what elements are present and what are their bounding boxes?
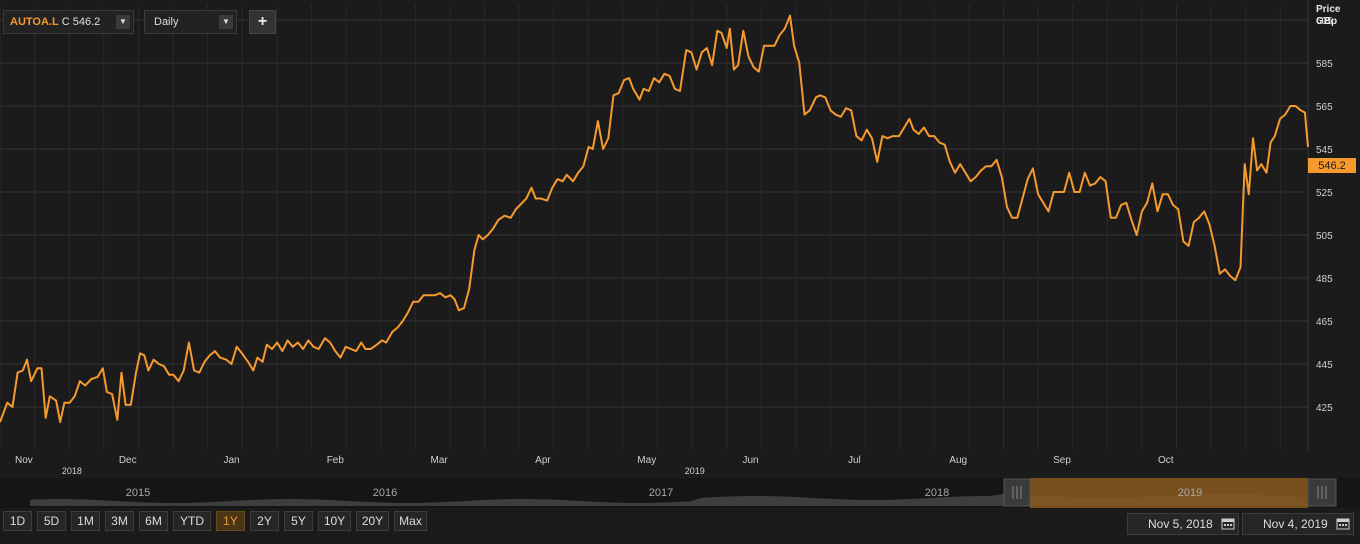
x-tick-label: Nov bbox=[15, 455, 33, 466]
range-button-20y[interactable]: 20Y bbox=[356, 511, 389, 531]
y-tick-label: 465 bbox=[1316, 317, 1333, 328]
range-button-max[interactable]: Max bbox=[394, 511, 427, 531]
y-tick-label: 505 bbox=[1316, 231, 1333, 242]
interval-selector[interactable]: Daily ▼ bbox=[144, 10, 237, 34]
price-axis-title: Price GBp bbox=[1316, 4, 1340, 28]
navigator-year-label: 2017 bbox=[649, 487, 673, 499]
x-tick-label: Mar bbox=[431, 455, 449, 466]
x-tick-label: Apr bbox=[535, 455, 551, 466]
y-tick-label: 545 bbox=[1316, 145, 1333, 156]
interval-label: Daily bbox=[154, 16, 179, 28]
x-tick-label: Jan bbox=[223, 455, 239, 466]
navigator-year-label: 2019 bbox=[1178, 487, 1202, 499]
x-year-label: 2018 bbox=[62, 466, 82, 476]
range-button-5y[interactable]: 5Y bbox=[284, 511, 313, 531]
x-axis-strip bbox=[0, 450, 1360, 478]
navigator[interactable]: 2015 2016 2017 2018 2019 bbox=[0, 478, 1360, 508]
symbol-code: AUTOA.L bbox=[10, 16, 59, 28]
y-tick-label: 565 bbox=[1316, 102, 1333, 113]
x-tick-label: Sep bbox=[1053, 455, 1071, 466]
x-tick-label: Oct bbox=[1158, 455, 1174, 466]
x-tick-label: Aug bbox=[949, 455, 967, 466]
chart-toolbar: AUTOA.L C 546.2 ▼ Daily ▼ + bbox=[0, 0, 1300, 40]
y-tick-label: 585 bbox=[1316, 59, 1333, 70]
y-axis: 425 445 465 485 505 525 545 565 585 605 bbox=[1316, 16, 1333, 414]
add-indicator-button[interactable]: + bbox=[249, 10, 276, 34]
x-tick-label: Jun bbox=[743, 455, 759, 466]
y-tick-label: 525 bbox=[1316, 188, 1333, 199]
start-date: Nov 5, 2018 bbox=[1148, 517, 1213, 531]
navigator-selection bbox=[1030, 478, 1308, 508]
range-button-1d[interactable]: 1D bbox=[3, 511, 32, 531]
x-tick-label: Jul bbox=[848, 455, 861, 466]
chevron-down-icon[interactable]: ▼ bbox=[219, 15, 233, 29]
navigator-area bbox=[30, 494, 1308, 506]
price-series-line bbox=[0, 14, 1309, 424]
calendar-icon[interactable] bbox=[1221, 517, 1235, 530]
y-tick-label: 485 bbox=[1316, 274, 1333, 285]
last-price: C 546.2 bbox=[61, 16, 101, 28]
range-button-ytd[interactable]: YTD bbox=[173, 511, 211, 531]
svg-text:546.2: 546.2 bbox=[1318, 160, 1346, 172]
currency-label: GBp bbox=[1316, 16, 1338, 27]
last-price-tag: 546.2 bbox=[1308, 158, 1356, 173]
y-tick-label: 605 bbox=[1316, 16, 1333, 27]
x-year-label: 2019 bbox=[685, 466, 705, 476]
range-button-10y[interactable]: 10Y bbox=[318, 511, 351, 531]
range-button-5d[interactable]: 5D bbox=[37, 511, 66, 531]
end-date-field[interactable]: Nov 4, 2019 bbox=[1242, 513, 1354, 535]
range-button-1m[interactable]: 1M bbox=[71, 511, 100, 531]
x-tick-label: May bbox=[637, 455, 656, 466]
range-button-3m[interactable]: 3M bbox=[105, 511, 134, 531]
range-button-2y[interactable]: 2Y bbox=[250, 511, 279, 531]
price-axis-label: Price bbox=[1316, 4, 1341, 15]
navigator-year-label: 2015 bbox=[126, 487, 150, 499]
plot-area bbox=[0, 0, 1308, 450]
symbol-selector[interactable]: AUTOA.L C 546.2 ▼ bbox=[3, 10, 134, 34]
range-button-1y[interactable]: 1Y bbox=[216, 511, 245, 531]
y-tick-label: 445 bbox=[1316, 360, 1333, 371]
y-tick-label: 425 bbox=[1316, 403, 1333, 414]
navigator-year-label: 2016 bbox=[373, 487, 397, 499]
x-tick-label: Dec bbox=[119, 455, 137, 466]
calendar-icon[interactable] bbox=[1336, 517, 1350, 530]
x-tick-label: Feb bbox=[327, 455, 345, 466]
start-date-field[interactable]: Nov 5, 2018 bbox=[1127, 513, 1239, 535]
range-button-6m[interactable]: 6M bbox=[139, 511, 168, 531]
x-axis: Nov 2018 Dec Jan Feb Mar Apr May 2019 Jun Jul Aug Se… bbox=[15, 455, 1174, 476]
end-date: Nov 4, 2019 bbox=[1263, 517, 1328, 531]
chevron-down-icon[interactable]: ▼ bbox=[116, 15, 130, 29]
navigator-year-label: 2018 bbox=[925, 487, 949, 499]
chart-grid bbox=[0, 0, 1360, 478]
